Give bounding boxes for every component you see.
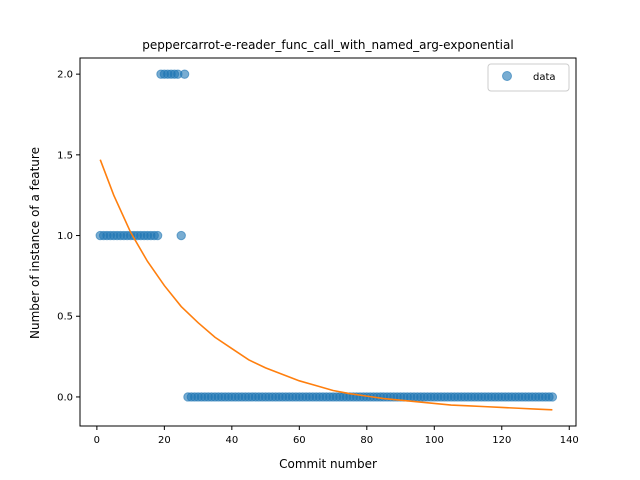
data-points	[95, 69, 558, 402]
data-point	[152, 230, 163, 241]
y-axis-label: Number of instance of a feature	[28, 147, 42, 339]
y-tick-label: 1.0	[57, 231, 73, 242]
legend: data	[487, 63, 570, 92]
x-tick-label: 0	[94, 435, 100, 446]
y-tick-label: 0.0	[57, 392, 73, 403]
plot-area	[79, 57, 577, 427]
x-tick-label: 40	[225, 435, 238, 446]
x-tick-label: 100	[425, 435, 444, 446]
y-axis-ticks: 0.0 0.5 1.0 1.5 2.0	[57, 70, 80, 403]
x-tick-label: 60	[293, 435, 306, 446]
data-point	[547, 392, 558, 402]
legend-label-data: data	[533, 72, 556, 83]
y-tick-label: 1.5	[57, 150, 73, 161]
x-tick-label: 80	[360, 435, 373, 446]
x-axis-label: Commit number	[279, 457, 377, 471]
y-tick-label: 2.0	[57, 70, 73, 81]
data-point	[176, 230, 186, 241]
y-tick-label: 0.5	[57, 312, 73, 323]
legend-marker-data	[502, 71, 512, 81]
x-tick-label: 140	[560, 435, 579, 446]
fit-curve	[99, 159, 553, 411]
chart-title: peppercarrot-e-reader_func_call_with_nam…	[142, 38, 513, 52]
x-axis-ticks: 0 20 40 60 80 100 120 140	[94, 426, 579, 446]
data-point	[179, 69, 190, 79]
legend-frame	[487, 63, 570, 92]
x-tick-label: 20	[158, 435, 171, 446]
axes-frame	[79, 57, 577, 427]
x-tick-label: 120	[492, 435, 511, 446]
